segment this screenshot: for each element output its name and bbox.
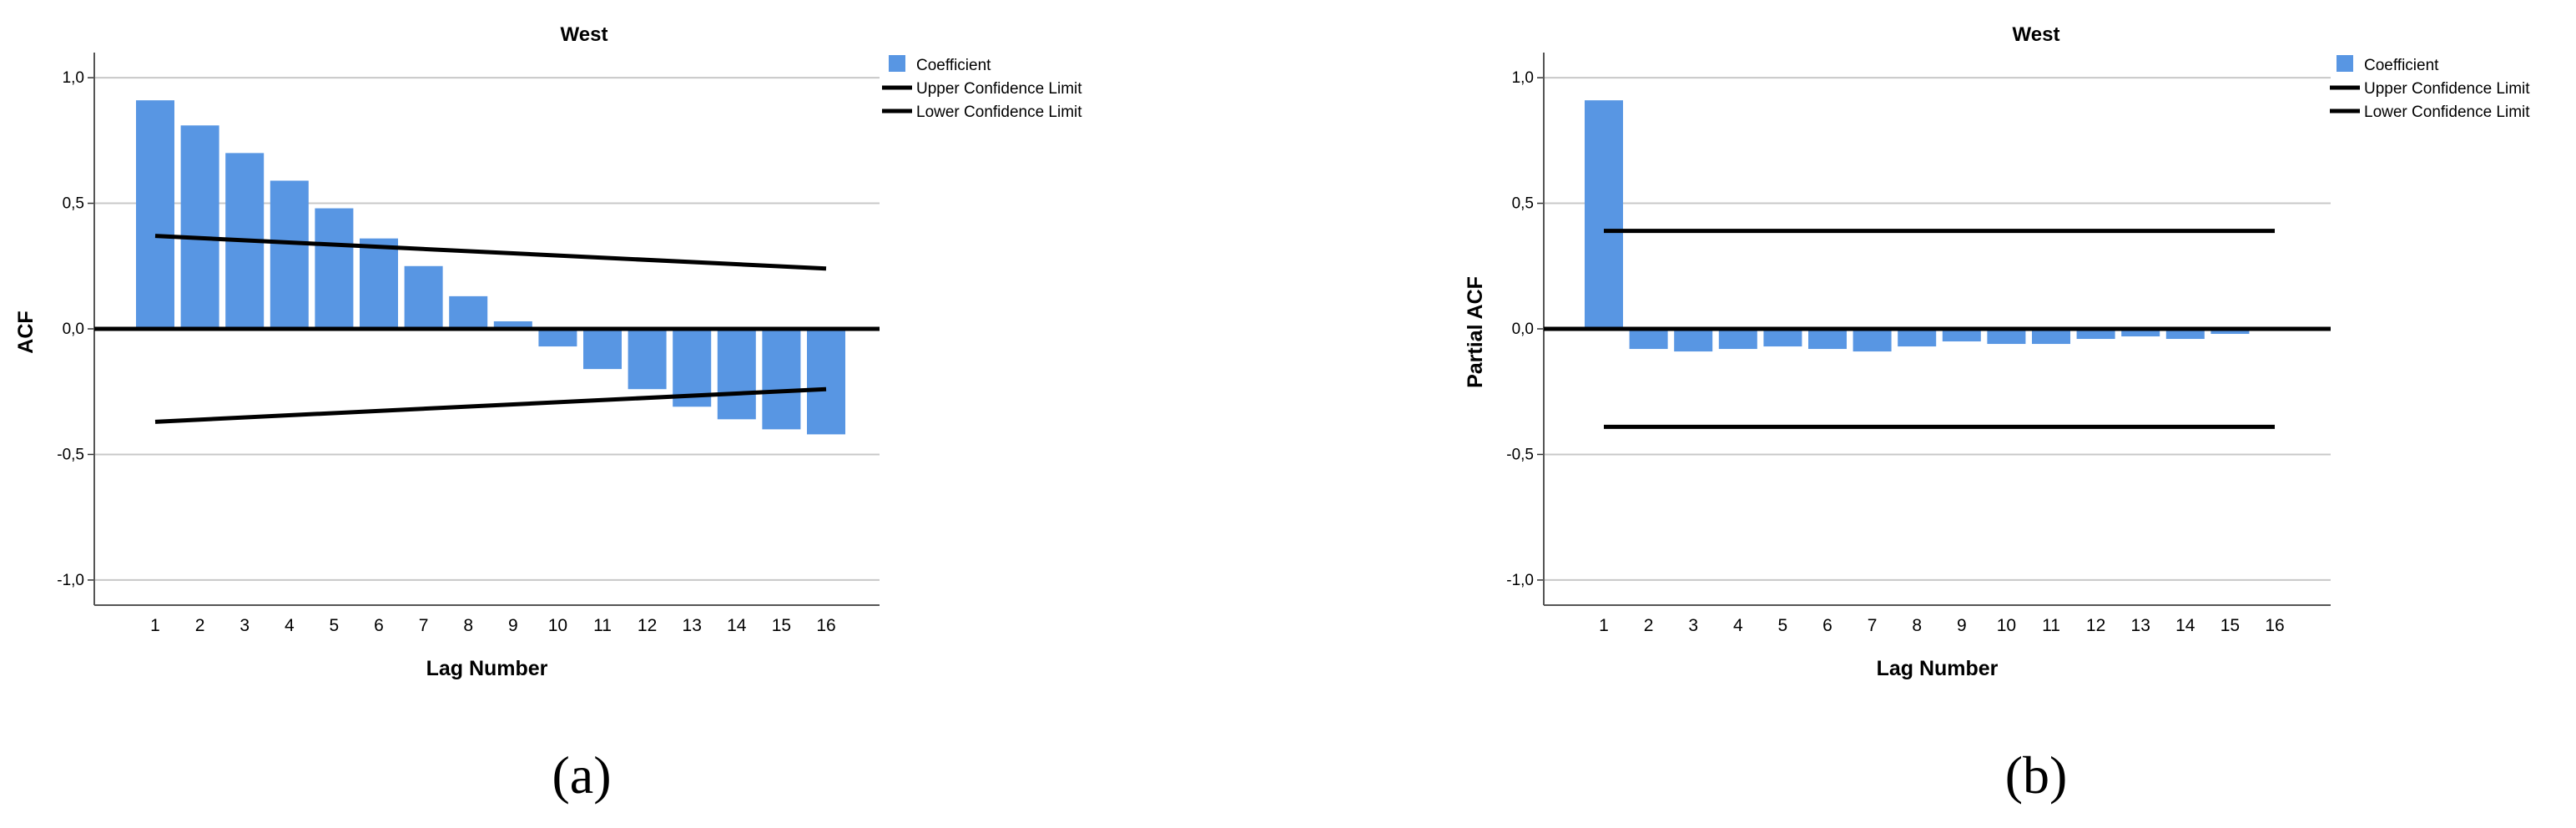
bar-lag-14: [717, 329, 756, 420]
x-tick-label: 1: [150, 616, 160, 635]
x-tick-label: 16: [816, 616, 835, 635]
bar-lag-2: [180, 125, 219, 329]
x-tick-label: 6: [374, 616, 384, 635]
x-tick-label: 14: [2175, 616, 2195, 635]
y-tick-label: 0,5: [1512, 195, 1534, 213]
x-tick-label: 6: [1822, 616, 1832, 635]
x-tick-label: 4: [1733, 616, 1743, 635]
legend-label-upper: Upper Confidence Limit: [2364, 80, 2530, 98]
x-tick-label: 12: [638, 616, 657, 635]
x-tick-label: 7: [419, 616, 429, 635]
bar-lag-8: [1898, 329, 1937, 347]
y-tick-label: 0,0: [1512, 321, 1534, 338]
bar-lag-10: [538, 329, 577, 347]
chart-title: West: [2013, 23, 2060, 46]
x-tick-label: 2: [195, 616, 205, 635]
bar-lag-3: [1674, 329, 1713, 352]
legend-label-upper: Upper Confidence Limit: [916, 80, 1082, 98]
x-tick-label: 8: [463, 616, 473, 635]
bar-lag-6: [1808, 329, 1847, 350]
bar-lag-11: [583, 329, 622, 370]
x-axis-label: Lag Number: [1877, 657, 1999, 680]
bar-lag-12: [2076, 329, 2115, 340]
x-tick-label: 11: [2042, 616, 2060, 635]
lower-confidence-line: [154, 386, 827, 424]
x-tick-label: 4: [285, 616, 295, 635]
y-tick-label: 0,5: [63, 195, 84, 213]
bar-lag-10: [1987, 329, 2026, 345]
y-tick-label: 1,0: [1512, 69, 1534, 87]
bar-lag-11: [2032, 329, 2070, 345]
bar-lag-15: [762, 329, 801, 430]
bar-lag-5: [1763, 329, 1802, 347]
x-tick-label: 3: [239, 616, 250, 635]
bar-lag-5: [315, 208, 354, 329]
legend-label-coefficient: Coefficient: [2364, 57, 2439, 74]
x-tick-label: 5: [330, 616, 340, 635]
chart-title: West: [561, 23, 608, 46]
y-tick-label: 0,0: [63, 321, 84, 338]
bar-lag-16: [807, 329, 845, 435]
bar-lag-15: [2211, 329, 2250, 335]
bar-lag-1: [1585, 100, 1623, 329]
y-tick-label: -1,0: [57, 572, 84, 589]
bar-lag-7: [1853, 329, 1892, 352]
x-tick-label: 2: [1644, 616, 1654, 635]
bar-lag-4: [1718, 329, 1757, 350]
panel-caption: (a): [552, 745, 611, 805]
y-axis-label: ACF: [14, 310, 38, 353]
y-tick-label: -1,0: [1506, 572, 1534, 589]
x-tick-label: 16: [2265, 616, 2284, 635]
bar-lag-13: [2121, 329, 2160, 337]
x-tick-label: 9: [1957, 616, 1967, 635]
x-tick-label: 14: [727, 616, 747, 635]
x-tick-label: 1: [1599, 616, 1609, 635]
legend-label-lower: Lower Confidence Limit: [916, 104, 1082, 121]
x-tick-label: 3: [1688, 616, 1698, 635]
legend-label-lower: Lower Confidence Limit: [2364, 104, 2530, 121]
x-tick-label: 13: [2131, 616, 2150, 635]
x-tick-label: 9: [508, 616, 518, 635]
legend-label-coefficient: Coefficient: [916, 57, 991, 74]
panel-caption: (b): [2005, 745, 2068, 805]
x-tick-label: 15: [772, 616, 791, 635]
x-tick-label: 15: [2221, 616, 2240, 635]
x-tick-label: 12: [2086, 616, 2105, 635]
chart-panel-b: -1,0-0,50,00,51,01 2 3 4 5 6 7 8 9 10 11 12 13 14 15 16…: [1464, 23, 2530, 805]
x-tick-label: 13: [683, 616, 702, 635]
bar-lag-4: [270, 180, 309, 329]
y-tick-label: -0,5: [1506, 446, 1534, 463]
bar-lag-2: [1629, 329, 1668, 350]
legend-swatch-coefficient: [2337, 55, 2353, 72]
bar-lag-9: [1942, 329, 1981, 342]
bar-lag-12: [628, 329, 667, 390]
y-axis-label: Partial ACF: [1464, 276, 1487, 388]
legend-swatch-coefficient: [889, 55, 905, 72]
chart-panel-a: -1,0-0,50,00,51,01 2 3 4 5 6 7 8 9 10 11 12 13 14 15 16…: [14, 23, 1082, 805]
bar-lag-14: [2165, 329, 2205, 340]
legend: Coefficient Upper Confidence Limit Lower C…: [2330, 55, 2530, 121]
x-tick-label: 10: [1997, 616, 2016, 635]
bar-lag-8: [449, 295, 488, 329]
upper-confidence-line: [154, 234, 827, 271]
y-tick-label: -0,5: [57, 446, 84, 463]
x-tick-label: 5: [1778, 616, 1788, 635]
bar-lag-9: [493, 321, 532, 329]
x-axis-label: Lag Number: [426, 657, 548, 680]
x-tick-label: 11: [593, 616, 612, 635]
x-tick-label: 7: [1868, 616, 1878, 635]
bar-lag-7: [404, 265, 443, 329]
bar-lag-6: [360, 238, 398, 329]
bar-lag-1: [136, 100, 174, 329]
x-tick-label: 8: [1912, 616, 1922, 635]
x-tick-label: 10: [548, 616, 567, 635]
y-tick-label: 1,0: [63, 69, 84, 87]
legend: Coefficient Upper Confidence Limit Lower C…: [882, 55, 1082, 121]
